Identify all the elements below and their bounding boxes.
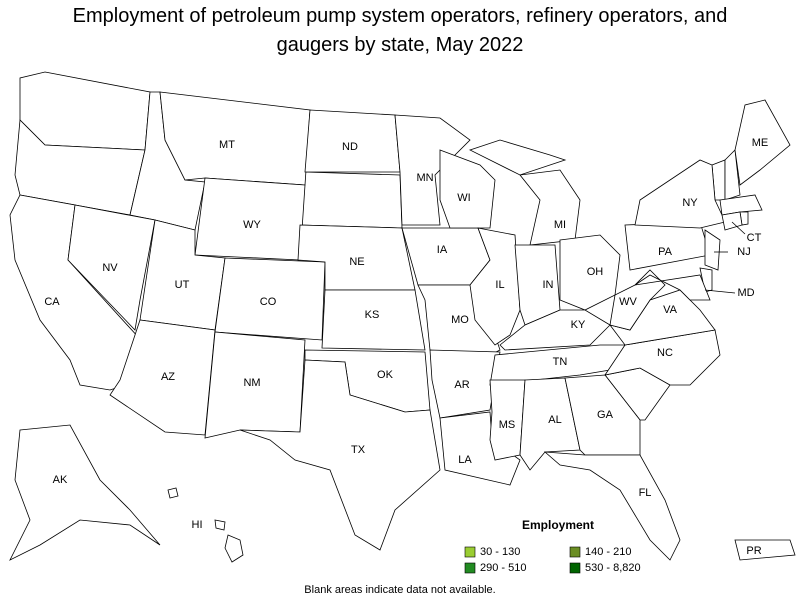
state-label: MO (451, 314, 469, 326)
state-label: IL (495, 279, 504, 291)
state-label: TX (351, 444, 366, 456)
state-shape (634, 274, 711, 301)
state-label: ND (342, 141, 358, 153)
state-label: CA (44, 296, 60, 308)
legend-label: 530 - 8,820 (585, 562, 641, 574)
state-label: AZ (161, 371, 175, 383)
state-label: PR (746, 545, 761, 557)
state-label: PA (658, 246, 673, 258)
state-shape (704, 229, 721, 271)
state-shape (321, 289, 426, 351)
state-label: MS (499, 419, 516, 431)
state-label: LA (458, 454, 472, 466)
state-label: OH (587, 266, 604, 278)
legend: Employment 30 - 130 140 - 210 290 - 510 530… (464, 518, 641, 574)
state-shape (429, 349, 501, 419)
legend-label: 30 - 130 (480, 546, 520, 558)
state-label: OK (377, 369, 394, 381)
state-shape (167, 487, 179, 499)
state-shape (439, 411, 521, 486)
legend-swatch (569, 546, 581, 558)
state-shape (109, 319, 216, 436)
state-label: MN (416, 172, 433, 184)
state-label: NM (243, 377, 260, 389)
state-label: HI (192, 519, 203, 531)
state-label: GA (597, 409, 614, 421)
state-shape (394, 114, 471, 226)
state-label: MD (737, 287, 754, 299)
state-label: WI (457, 192, 470, 204)
state-shape (214, 257, 326, 341)
state-label: NE (349, 256, 364, 268)
state-shape (499, 309, 611, 351)
legend-swatch (464, 546, 476, 558)
state-shape (719, 194, 763, 216)
state-shape (609, 269, 666, 331)
state-label: NJ (737, 246, 750, 258)
state-shape (468, 139, 567, 176)
states: CA NV MT WY UT CO AZ NM ND NE KS OK TX M… (9, 91, 796, 563)
legend-swatch (569, 562, 581, 574)
state-shape (734, 539, 796, 561)
state-label: ME (752, 137, 769, 149)
state-label: AL (548, 414, 561, 426)
state-shape (239, 359, 441, 551)
leader-line (731, 221, 746, 235)
state-label: CT (747, 232, 762, 244)
state-label: MT (219, 139, 235, 151)
state-shape (519, 169, 581, 246)
state-label: KS (365, 309, 380, 321)
state-shape (19, 71, 151, 151)
state-label: IA (437, 244, 448, 256)
state-label: NC (657, 347, 673, 359)
state-label: CO (260, 296, 277, 308)
state-label: WY (243, 219, 261, 231)
state-label: MI (554, 219, 566, 231)
state-label: NY (682, 197, 698, 209)
state-shape (734, 99, 791, 186)
state-shape (67, 204, 156, 331)
state-label: UT (175, 279, 190, 291)
state-shape (159, 91, 311, 186)
legend-label: 140 - 210 (585, 546, 631, 558)
state-label: IN (543, 279, 554, 291)
footnote: Blank areas indicate data not available. (304, 584, 496, 596)
state-label: VA (663, 304, 678, 316)
legend-label: 290 - 510 (480, 562, 526, 574)
state-shape (9, 424, 161, 561)
state-shape (721, 211, 743, 231)
state-shape (299, 171, 403, 229)
state-label: AK (53, 474, 68, 486)
state-shape (439, 149, 496, 229)
map-title: Employment of petroleum pump system oper… (72, 5, 728, 56)
state-label: TN (553, 356, 568, 368)
state-shape (543, 451, 681, 561)
state-label: AR (454, 379, 469, 391)
state-label: KY (571, 319, 586, 331)
state-shape (724, 149, 741, 201)
legend-title: Employment (522, 518, 594, 532)
state-label: WV (619, 296, 637, 308)
state-shape (224, 534, 244, 563)
leader-line (704, 289, 736, 294)
state-label: NV (102, 262, 118, 274)
state-shape (214, 519, 226, 531)
state-shape (634, 159, 726, 229)
state-label: FL (639, 487, 652, 499)
legend-swatch (464, 562, 476, 574)
